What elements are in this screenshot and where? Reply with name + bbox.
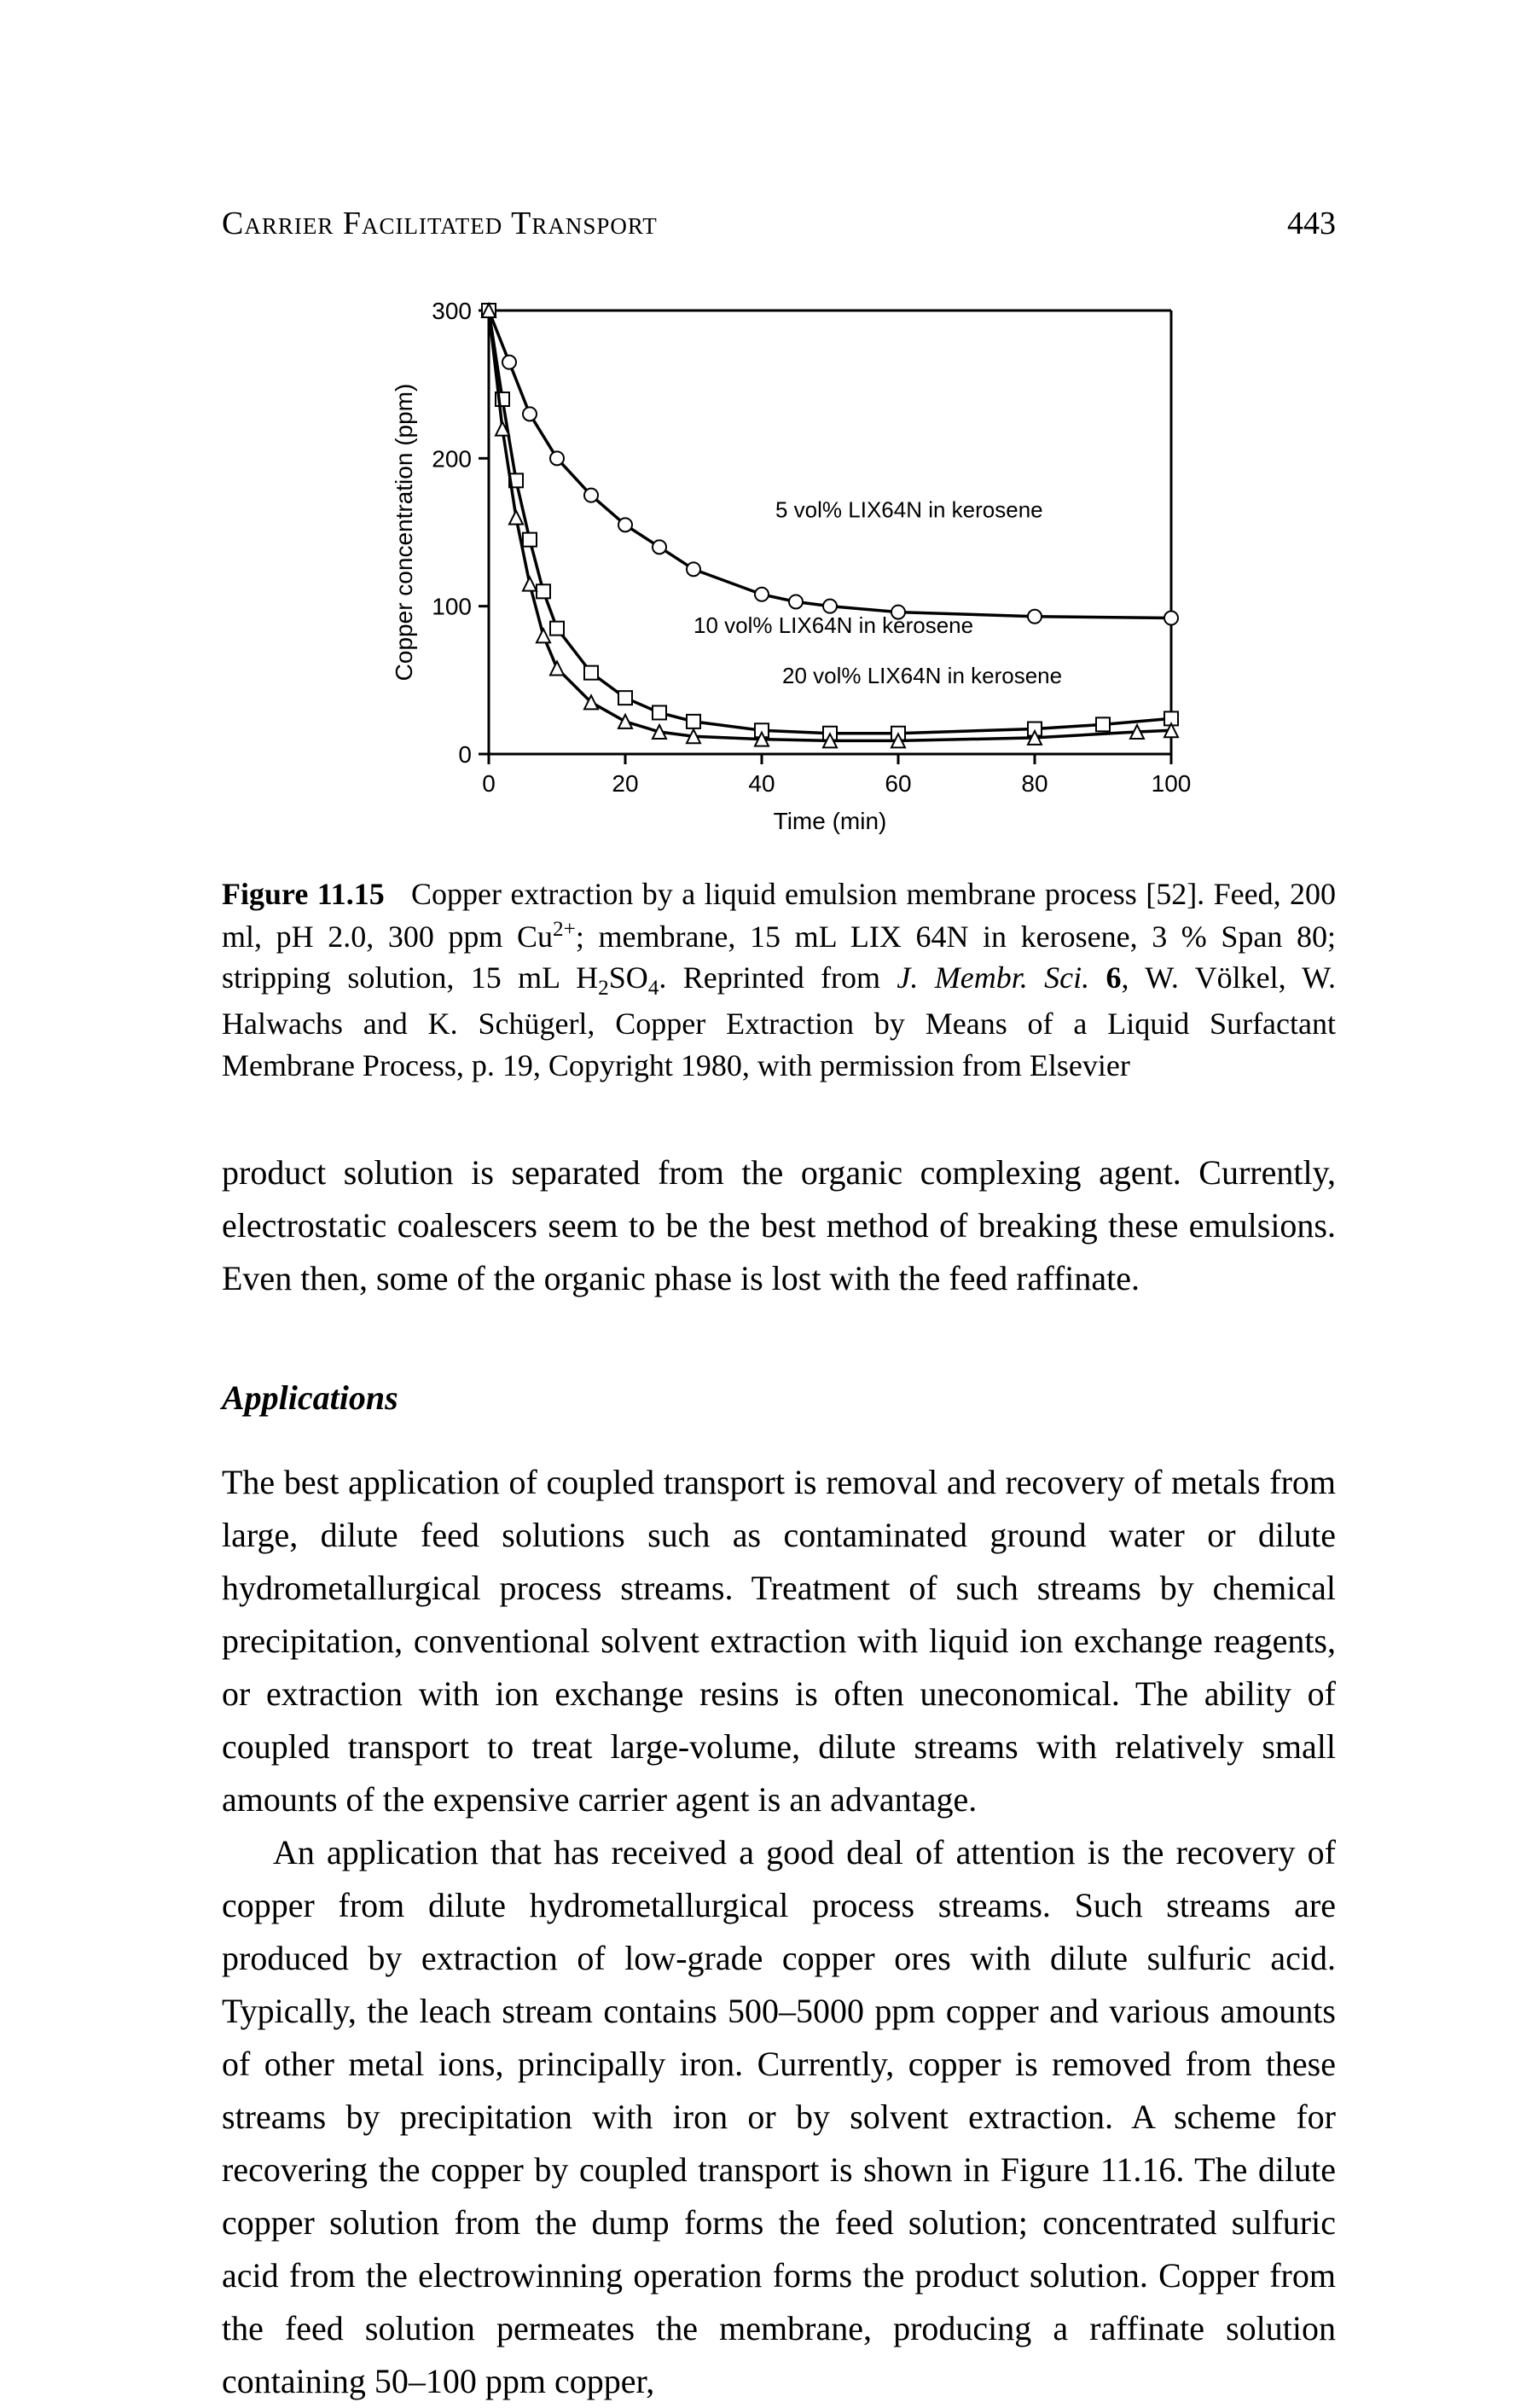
- caption-text: Copper extraction by a liquid emulsion m…: [222, 877, 1336, 1082]
- figure-caption: Figure 11.15 Copper extraction by a liqu…: [222, 873, 1336, 1087]
- page: Carrier Facilitated Transport 443 0 20 40 6…: [0, 0, 1532, 2306]
- svg-text:0: 0: [458, 741, 472, 768]
- svg-text:100: 100: [432, 594, 472, 620]
- section-heading: Applications: [222, 1378, 1336, 1418]
- svg-text:300: 300: [432, 298, 472, 324]
- svg-text:Time (min): Time (min): [774, 808, 887, 834]
- body-p2: The best application of coupled transpor…: [222, 1456, 1336, 1826]
- svg-text:80: 80: [1021, 770, 1047, 797]
- svg-text:5 vol% LIX64N in kerosene: 5 vol% LIX64N in kerosene: [775, 497, 1043, 523]
- svg-text:100: 100: [1152, 770, 1192, 797]
- caption-lead: Figure 11.15: [222, 877, 385, 911]
- svg-text:Copper concentration (ppm): Copper concentration (ppm): [391, 384, 417, 682]
- svg-text:0: 0: [482, 770, 496, 797]
- running-head: Carrier Facilitated Transport 443: [222, 205, 1336, 242]
- svg-text:10 vol% LIX64N in kerosene: 10 vol% LIX64N in kerosene: [693, 612, 973, 638]
- copper-extraction-chart: 0 20 40 60 80 100 Time (min) 0 100 200 300 Copper c…: [361, 293, 1197, 839]
- running-title: Carrier Facilitated Transport: [222, 205, 658, 242]
- svg-text:40: 40: [748, 770, 775, 797]
- page-number: 443: [1287, 205, 1336, 242]
- svg-text:200: 200: [432, 445, 472, 472]
- svg-text:60: 60: [885, 770, 911, 797]
- figure-wrap: 0 20 40 60 80 100 Time (min) 0 100 200 300 Copper c…: [222, 293, 1336, 839]
- svg-text:20: 20: [612, 770, 638, 797]
- body-p1: product solution is separated from the o…: [222, 1146, 1336, 1305]
- svg-text:20 vol% LIX64N in kerosene: 20 vol% LIX64N in kerosene: [782, 663, 1062, 688]
- body-p3: An application that has received a good …: [222, 1826, 1336, 2408]
